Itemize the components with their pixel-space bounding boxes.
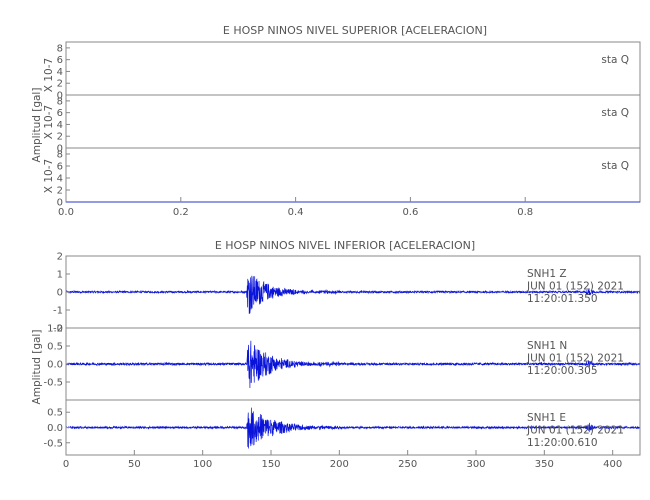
y-tick-label: 2 <box>57 132 63 143</box>
channel-info-line: SNH1 N <box>527 340 567 352</box>
channel-info-line: SNH1 Z <box>527 268 567 280</box>
y-tick-label: 1 <box>57 270 63 281</box>
y-tick-label: 6 <box>57 108 63 119</box>
y-tick-label: 0.0 <box>47 423 63 434</box>
channel-info-line: JUN 01 (152) 2021 <box>526 353 624 365</box>
lower-x-axis: 0 50 100 150 200 250 300 350 400 <box>63 450 622 470</box>
x-tick-label: 200 <box>330 459 349 470</box>
x-tick-label: 400 <box>603 459 622 470</box>
y-tick-label: -0.5 <box>43 438 63 449</box>
upper-ylabel: Amplitud [gal] <box>31 88 43 163</box>
y-tick-label: 4 <box>57 67 63 78</box>
x-tick-label: 0.2 <box>173 207 189 218</box>
x-tick-label: 300 <box>466 459 485 470</box>
waveform-trace <box>66 407 640 449</box>
y-tick-label: 8 <box>57 96 63 107</box>
x-tick-label: 0.6 <box>402 207 418 218</box>
y-tick-label: 0.5 <box>47 408 63 419</box>
lower-title: E HOSP NINOS NIVEL INFERIOR [ACELERACION… <box>215 239 475 252</box>
y-tick-label: -0.5 <box>43 378 63 389</box>
upper-panel: E HOSP NINOS NIVEL SUPERIOR [ACELERACION… <box>31 24 641 218</box>
x-tick-label: 0.0 <box>58 207 74 218</box>
y-tick-label: 0 <box>57 144 63 155</box>
waveform-trace <box>66 275 640 314</box>
channel-frame <box>65 41 641 96</box>
upper-title: E HOSP NINOS NIVEL SUPERIOR [ACELERACION… <box>223 24 487 37</box>
channel-info-line: SNH1 E <box>527 412 566 424</box>
upper-x-axis: 0.0 0.2 0.4 0.6 0.8 <box>58 197 533 218</box>
channel-label: sta Q <box>601 160 629 172</box>
channel-frame <box>65 94 641 149</box>
x-tick-label: 350 <box>535 459 554 470</box>
y-tick-label: 4 <box>57 120 63 131</box>
y-tick-label: 0 <box>57 198 63 209</box>
channel-label: sta Q <box>601 107 629 119</box>
upper-scale-label-2: X 10-7 <box>43 105 55 139</box>
x-tick-label: 0 <box>63 459 69 470</box>
y-tick-label: 8 <box>57 43 63 54</box>
y-tick-label: 0.5 <box>47 342 63 353</box>
channel-info-line: JUN 01 (152) 2021 <box>526 425 624 437</box>
y-tick-label: 2 <box>57 252 63 263</box>
y-tick-label: 2 <box>57 186 63 197</box>
x-tick-label: 50 <box>128 459 141 470</box>
x-tick-label: 0.4 <box>288 207 304 218</box>
x-tick-label: 100 <box>193 459 212 470</box>
y-tick-label: 0 <box>57 288 63 299</box>
channel-info-line: 11:20:00.610 <box>527 437 598 449</box>
x-tick-label: 150 <box>261 459 280 470</box>
x-tick-label: 250 <box>398 459 417 470</box>
channel-info-line: JUN 01 (152) 2021 <box>526 281 624 293</box>
channel-info-line: 11:20:00.305 <box>527 365 598 377</box>
x-tick-label: 0.8 <box>517 207 533 218</box>
y-tick-label: -1 <box>53 306 63 317</box>
channel-label: sta Q <box>601 54 629 66</box>
y-tick-label: 0.0 <box>47 360 63 371</box>
y-tick-label: 6 <box>57 162 63 173</box>
y-tick-label: 1.0 <box>47 324 63 335</box>
upper-scale-label-1: X 10-7 <box>43 58 55 92</box>
y-tick-label: 6 <box>57 55 63 66</box>
y-tick-label: -2 <box>53 324 63 335</box>
waveform-trace <box>66 340 640 388</box>
y-tick-label: 2 <box>57 79 63 90</box>
lower-panel: E HOSP NINOS NIVEL INFERIOR [ACELERACION… <box>31 239 641 470</box>
y-tick-label: 0 <box>57 91 63 102</box>
channel-info-line: 11:20:01.350 <box>527 293 598 305</box>
y-tick-label: 8 <box>57 150 63 161</box>
y-tick-label: 4 <box>57 174 63 185</box>
channel-frame <box>65 147 641 203</box>
upper-scale-label-3: X 10-7 <box>43 159 55 193</box>
lower-ylabel: Amplitud [gal] <box>31 330 43 405</box>
